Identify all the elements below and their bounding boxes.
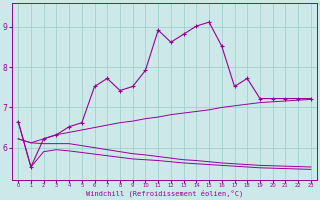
X-axis label: Windchill (Refroidissement éolien,°C): Windchill (Refroidissement éolien,°C) (86, 190, 243, 197)
